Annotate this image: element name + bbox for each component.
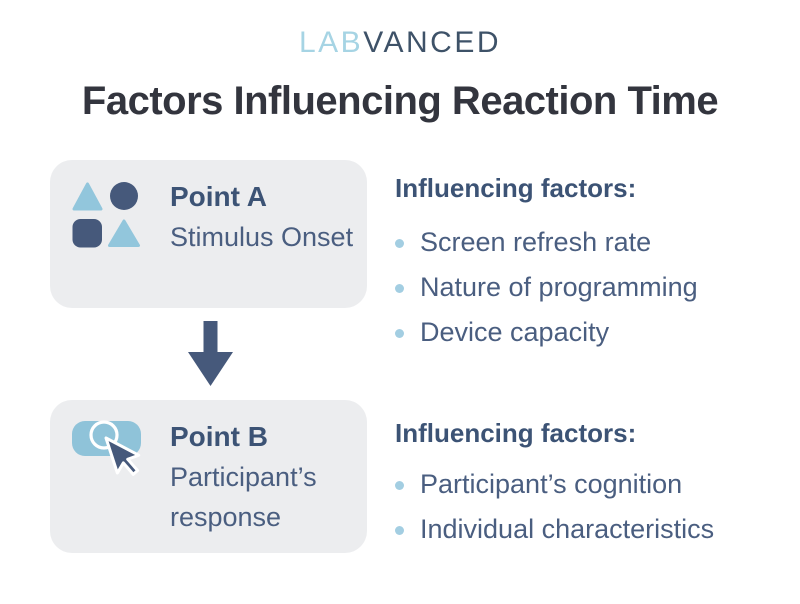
bullet-text: Screen refresh rate — [420, 227, 652, 257]
list-item: Nature of programming — [395, 265, 795, 310]
bullet-text: Participant’s cognition — [420, 469, 683, 499]
triangle-icon — [72, 182, 103, 211]
factors-list: Participant’s cognition Individual chara… — [395, 462, 795, 552]
click-button-icon — [72, 420, 141, 476]
bullet-dot-icon — [395, 481, 404, 490]
labvanced-logo: LABVANCED — [0, 26, 800, 60]
cursor-icon — [104, 436, 141, 476]
click-ripple-icon — [89, 420, 119, 450]
point-b-label: Point B — [170, 421, 268, 452]
point-a-label: Point A — [170, 181, 267, 212]
point-a-card: Point A Stimulus Onset — [50, 160, 367, 308]
list-item: Screen refresh rate — [395, 220, 795, 265]
bullet-dot-icon — [395, 284, 404, 293]
section-heading: Influencing factors: — [395, 418, 637, 448]
factors-section-point-b: Influencing factors: Participant’s cogni… — [395, 417, 795, 552]
bullet-text: Device capacity — [420, 317, 610, 347]
bullet-dot-icon — [395, 329, 404, 338]
bullet-dot-icon — [395, 239, 404, 248]
bullet-dot-icon — [395, 526, 404, 535]
list-item: Individual characteristics — [395, 507, 795, 552]
point-b-card: Point B Participant’s response — [50, 400, 367, 553]
logo-vanced-text: VANCED — [363, 26, 502, 59]
arrow-down-icon — [188, 321, 233, 386]
circle-icon — [110, 182, 138, 210]
list-item: Participant’s cognition — [395, 462, 795, 507]
factors-list: Screen refresh rate Nature of programmin… — [395, 220, 795, 355]
logo-lab-text: LAB — [298, 26, 364, 59]
point-a-description: Stimulus Onset — [170, 222, 354, 252]
factors-section-point-a: Influencing factors: Screen refresh rate… — [395, 172, 795, 355]
point-b-text: Point B Participant’s response — [170, 417, 365, 537]
triangle-icon — [108, 219, 140, 247]
point-b-description: Participant’s response — [170, 462, 317, 532]
square-icon — [72, 219, 102, 248]
section-heading: Influencing factors: — [395, 173, 637, 203]
page-title: Factors Influencing Reaction Time — [81, 79, 719, 123]
point-a-text: Point A Stimulus Onset — [170, 177, 365, 257]
stimulus-shapes-icon — [72, 182, 140, 248]
bullet-text: Individual characteristics — [420, 514, 715, 544]
bullet-text: Nature of programming — [420, 272, 698, 302]
list-item: Device capacity — [395, 310, 795, 355]
